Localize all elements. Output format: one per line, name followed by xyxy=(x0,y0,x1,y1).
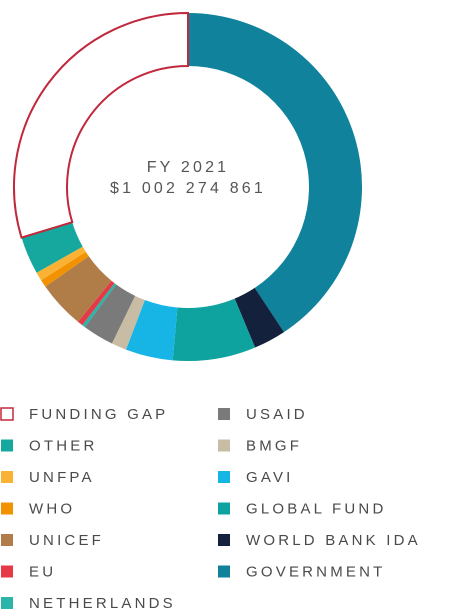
legend-swatch xyxy=(218,471,230,483)
legend-label: BMGF xyxy=(246,437,302,454)
slice xyxy=(77,280,115,326)
slice xyxy=(21,222,83,273)
slice xyxy=(84,284,136,344)
legend-swatch xyxy=(0,407,14,421)
legend-swatch xyxy=(218,502,230,515)
slice xyxy=(234,287,284,348)
legend-swatch xyxy=(1,502,13,515)
legend-swatch xyxy=(218,408,230,420)
legend-swatch xyxy=(218,565,230,578)
legend-swatch xyxy=(218,439,230,452)
legend-label: UNICEF xyxy=(29,532,104,549)
legend-label: OTHER xyxy=(29,437,98,454)
legend-swatch xyxy=(1,534,13,546)
legend-label: EU xyxy=(29,563,56,580)
legend-label: WORLD BANK IDA xyxy=(246,532,421,549)
legend-label: GAVI xyxy=(246,469,294,486)
slice xyxy=(45,256,112,322)
slice xyxy=(188,13,363,333)
legend-swatch xyxy=(1,597,13,609)
legend-label: GLOBAL FUND xyxy=(246,500,387,517)
slice xyxy=(125,300,178,361)
legend-label: WHO xyxy=(29,500,75,517)
legend-label: GOVERNMENT xyxy=(246,563,386,580)
legend: FUNDING GAP OTHER UNFPA WHO UNICEF EU NETHERLA… xyxy=(0,406,421,612)
legend-label: FUNDING GAP xyxy=(29,406,168,423)
slice xyxy=(82,283,117,328)
legend-swatch xyxy=(1,565,13,578)
center-value: $1 002 274 861 xyxy=(110,180,266,197)
donut xyxy=(13,11,363,361)
slice xyxy=(41,251,89,287)
legend-label: NETHERLANDS xyxy=(29,595,176,612)
legend-label: USAID xyxy=(246,406,308,423)
legend-swatch xyxy=(1,471,13,483)
legend-swatch xyxy=(1,439,13,452)
center-title: FY 2021 xyxy=(147,159,230,176)
slice xyxy=(13,11,189,239)
legend-label: UNFPA xyxy=(29,469,95,486)
slice xyxy=(111,295,145,350)
slice xyxy=(172,298,256,361)
slice xyxy=(36,246,86,281)
legend-swatch xyxy=(218,534,230,546)
